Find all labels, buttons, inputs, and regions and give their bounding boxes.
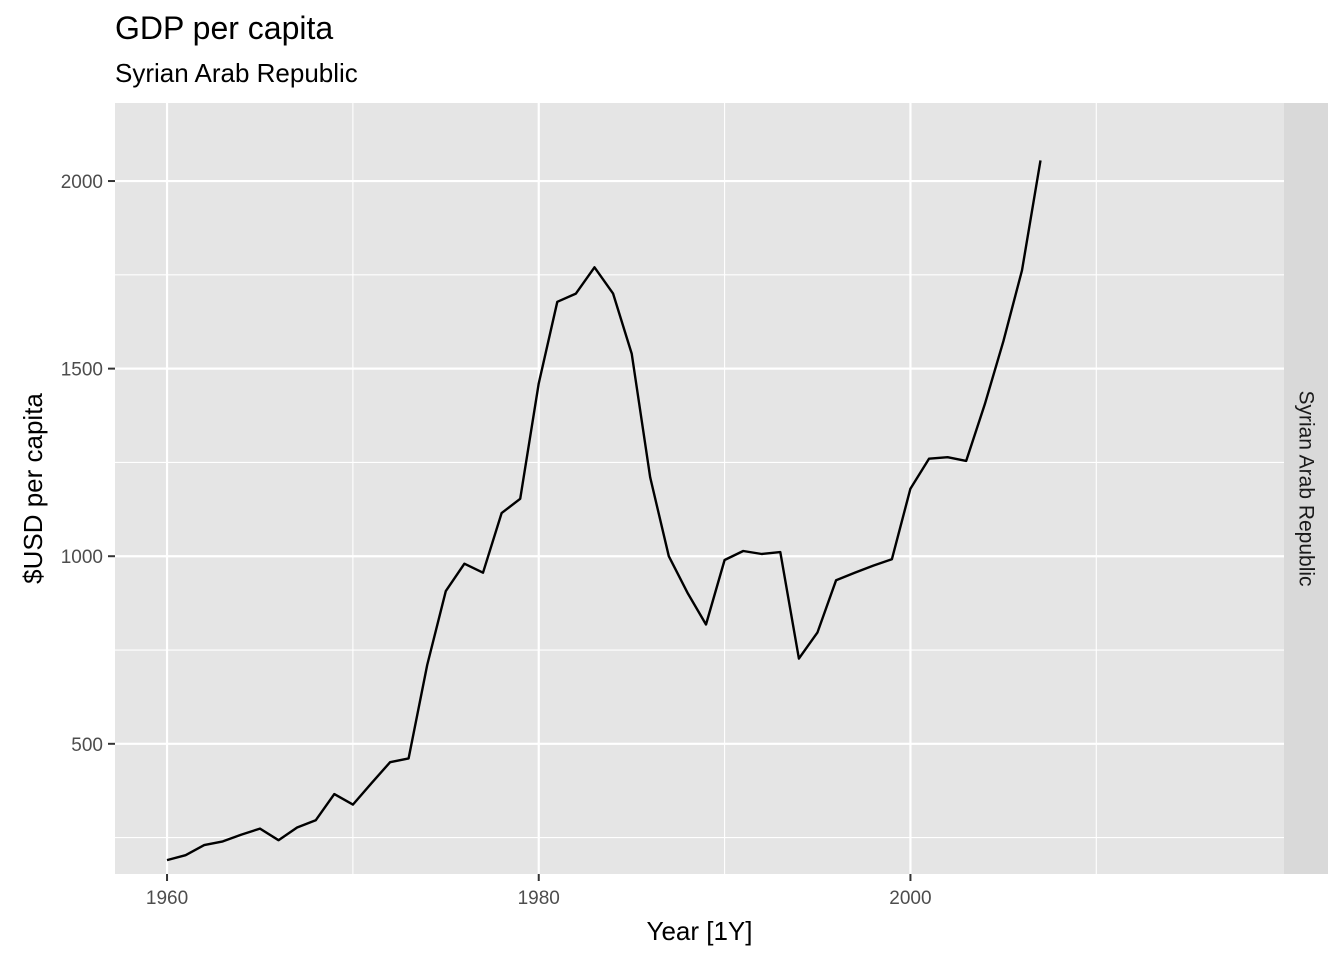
y-axis-title: $USD per capita xyxy=(18,393,48,584)
y-axis-ticks: 500 1000 1500 2000 xyxy=(61,172,115,756)
facet-strip-label: Syrian Arab Republic xyxy=(1295,390,1318,586)
chart-subtitle: Syrian Arab Republic xyxy=(115,58,358,88)
x-tick-label: 1980 xyxy=(518,888,560,909)
x-tick-label: 1960 xyxy=(146,888,188,909)
facet-strip xyxy=(1284,103,1328,874)
x-axis-ticks: 1960 1980 2000 xyxy=(146,874,932,909)
chart-title: GDP per capita xyxy=(115,10,333,46)
x-axis-title: Year [1Y] xyxy=(646,916,752,946)
minor-gridlines xyxy=(115,103,1284,874)
x-tick-label: 2000 xyxy=(889,888,931,909)
gdp-series-line xyxy=(166,160,1042,862)
y-tick-label: 1000 xyxy=(61,547,103,568)
plot-panel xyxy=(115,103,1284,874)
y-tick-label: 1500 xyxy=(61,360,103,381)
y-tick-label: 2000 xyxy=(61,172,103,193)
major-gridlines xyxy=(115,103,1284,874)
y-tick-label: 500 xyxy=(71,735,103,756)
